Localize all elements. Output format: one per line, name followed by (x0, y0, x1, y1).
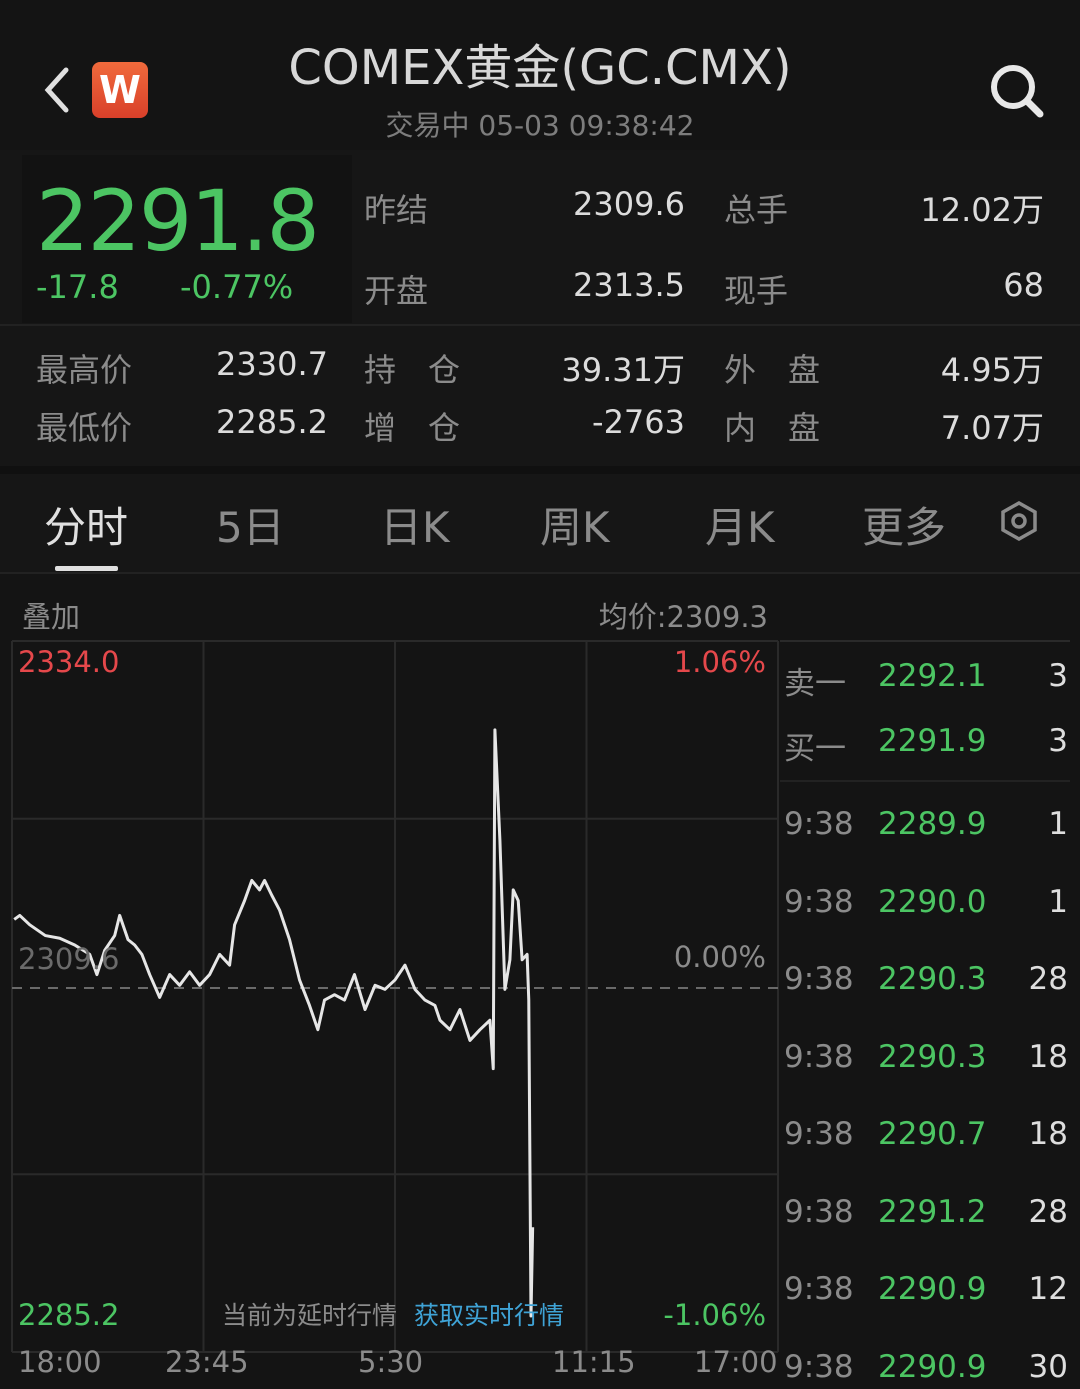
trade-time: 9:38 (784, 883, 854, 920)
trade-time: 9:38 (784, 1116, 854, 1152)
stat-label: 开盘 (364, 272, 429, 310)
search-icon[interactable] (988, 62, 1046, 120)
stat-label: 最低价 (36, 409, 133, 447)
trade-time: 9:38 (784, 1038, 854, 1075)
trade-price: 2289.9 (878, 806, 987, 842)
trade-price: 2290.0 (878, 883, 987, 920)
average-price: 均价:2309.3 (598, 600, 768, 634)
pct-label-mid: 0.00% (673, 940, 766, 974)
trade-qty: 12 (1028, 1271, 1068, 1307)
price-change-percent: -0.77% (180, 268, 294, 306)
trade-qty: 28 (1028, 1193, 1068, 1230)
trade-time: 9:38 (784, 1271, 854, 1307)
pct-label-top: 1.06% (673, 645, 766, 679)
stat-label: 持 仓 (364, 351, 461, 389)
y-label-bottom: 2285.2 (18, 1298, 120, 1332)
overlay-button[interactable]: 叠加 (22, 600, 81, 634)
trade-price: 2290.9 (878, 1271, 987, 1307)
stat-value: 2330.7 (216, 345, 328, 383)
x-tick: 5:30 (358, 1345, 424, 1379)
app-logo: W (92, 62, 148, 118)
stat-value: 68 (1003, 266, 1044, 304)
tab-monthly-k[interactable]: 月K (705, 503, 775, 552)
trade-qty: 1 (1048, 883, 1068, 920)
stat-label: 最高价 (36, 351, 133, 389)
trade-qty: 1 (1048, 806, 1068, 842)
stat-value: -2763 (592, 403, 685, 441)
trade-time: 9:38 (784, 1348, 854, 1385)
trade-time: 9:38 (784, 1193, 854, 1230)
realtime-quote-link[interactable]: 获取实时行情 (414, 1301, 565, 1330)
divider (0, 572, 1080, 574)
stat-label: 昨结 (364, 191, 429, 229)
x-tick: 18:00 (18, 1345, 102, 1379)
trade-qty: 28 (1028, 961, 1068, 997)
stat-label: 总手 (724, 191, 789, 229)
page-title: COMEX黄金(GC.CMX) (288, 40, 792, 96)
trade-price: 2290.3 (878, 1038, 987, 1075)
ask-label: 卖一 (784, 666, 846, 702)
delay-notice: 当前为延时行情 (222, 1301, 398, 1330)
tab-5day[interactable]: 5日 (216, 503, 285, 552)
last-price: 2291.8 (36, 172, 320, 270)
pct-label-bottom: -1.06% (663, 1298, 766, 1332)
quote-box (22, 155, 352, 323)
stat-label: 外 盘 (724, 351, 821, 389)
active-tab-indicator (55, 566, 118, 571)
stat-value: 2285.2 (216, 403, 328, 441)
trade-price: 2290.9 (878, 1348, 987, 1385)
trade-price: 2290.3 (878, 961, 987, 997)
stat-value: 4.95万 (940, 351, 1044, 389)
trade-qty: 18 (1028, 1038, 1068, 1075)
bid-price: 2291.9 (878, 723, 987, 759)
tab-daily-k[interactable]: 日K (380, 503, 450, 552)
x-tick: 17:00 (694, 1345, 778, 1379)
y-label-mid: 2309.6 (18, 942, 120, 976)
stat-label: 增 仓 (364, 409, 461, 447)
divider (0, 324, 1080, 326)
trading-status: 交易中 05-03 09:38:42 (385, 109, 695, 142)
ask-price: 2292.1 (878, 658, 987, 694)
x-tick: 23:45 (165, 1345, 249, 1379)
stat-label: 内 盘 (724, 409, 821, 447)
tab-weekly-k[interactable]: 周K (540, 503, 610, 552)
stat-value: 7.07万 (940, 409, 1044, 447)
settings-icon[interactable] (998, 500, 1040, 542)
x-tick: 11:15 (552, 1345, 636, 1379)
y-label-top: 2334.0 (18, 645, 120, 679)
trade-price: 2290.7 (878, 1116, 987, 1152)
ask-qty: 3 (1048, 658, 1068, 694)
bid-label: 买一 (784, 731, 846, 767)
stat-value: 12.02万 (920, 191, 1044, 229)
chart-area (0, 574, 1080, 1389)
stat-label: 现手 (724, 272, 789, 310)
stat-value: 39.31万 (561, 351, 685, 389)
trade-qty: 30 (1028, 1348, 1068, 1385)
tab-intraday[interactable]: 分时 (44, 503, 129, 552)
tab-more[interactable]: 更多 (862, 503, 947, 552)
trade-price: 2291.2 (878, 1193, 987, 1230)
price-line (13, 728, 535, 1318)
bid-qty: 3 (1048, 723, 1068, 759)
divider (780, 780, 1070, 782)
chevron-left-icon[interactable] (38, 62, 78, 118)
trade-time: 9:38 (784, 961, 854, 997)
stat-value: 2309.6 (573, 185, 685, 223)
section-gap (0, 466, 1080, 474)
header: W COMEX黄金(GC.CMX) 交易中 05-03 09:38:42 (0, 0, 1080, 150)
trade-time: 9:38 (784, 806, 854, 842)
trade-qty: 18 (1028, 1116, 1068, 1152)
price-change: -17.8 (36, 268, 119, 306)
stat-value: 2313.5 (573, 266, 685, 304)
